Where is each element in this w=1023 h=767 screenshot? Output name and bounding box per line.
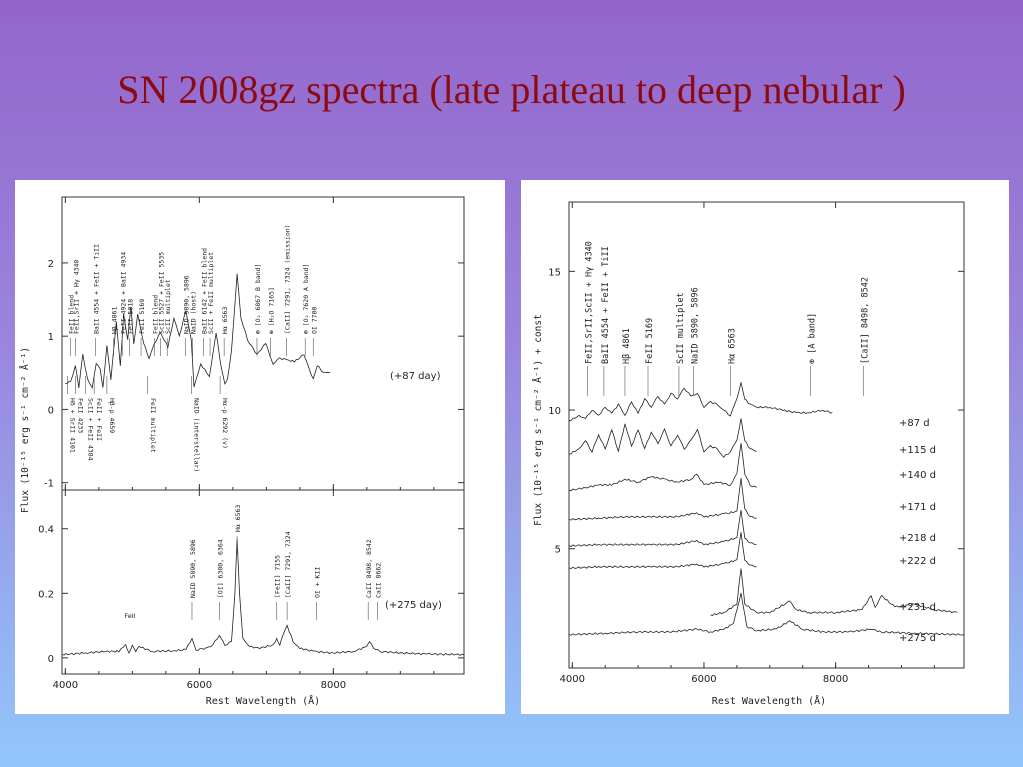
right-spectrum-line: [569, 382, 833, 422]
right-xtick-label: 8000: [823, 674, 848, 685]
bottom-annotation-label: NaID 5890, 5896: [189, 539, 197, 598]
bottom-annotation-label: Hα 6563: [234, 505, 242, 532]
bottom-annotation-label: [OI] 6300, 6364: [216, 539, 224, 598]
right-spectrum-line: [568, 443, 757, 492]
top-ylabel: Flux (10⁻¹⁵ erg s⁻¹ cm⁻² Å⁻¹): [19, 347, 31, 513]
bottom-annotation-label: [CaII] 7291, 7324: [284, 531, 292, 598]
bottom-ytick-label: 0.2: [38, 589, 54, 600]
right-xtick-label: 6000: [691, 674, 716, 685]
right-epoch-label: +222 d: [899, 556, 936, 567]
top-annotation-label: FeII + FeII: [95, 398, 103, 441]
top-annotation-label: FeII 4924 + BaII 4934: [119, 252, 127, 334]
top-ytick-label: -1: [44, 479, 54, 490]
bottom-xlabel: Rest Wavelength (Å): [206, 694, 320, 707]
right-ytick-label: 5: [555, 545, 561, 556]
right-annotation-label: FeII 5169: [645, 318, 655, 364]
top-annotation-label: BaII 6142 + FeII blend: [200, 248, 208, 334]
right-epoch-label: +87 d: [899, 418, 930, 429]
bottom-legend: (+275 day): [385, 600, 442, 611]
top-annotation-label: ⊕ [O₂ 7620 A band]: [302, 264, 310, 334]
bottom-xtick-label: 4000: [53, 680, 78, 691]
top-annotation-label: FeII 5018: [127, 299, 135, 334]
top-annotation-label: ScII multiplet: [164, 279, 172, 334]
right-annotation-label: NaID 5890, 5896: [690, 287, 700, 364]
top-annotation-label: OI 7700: [310, 307, 318, 334]
right-spectrum-line: [568, 532, 757, 570]
right-spectrum-line: [569, 418, 757, 458]
top-annotation-label: ScII + FeII multiplet: [207, 252, 215, 334]
bottom-annotation-label: FeII: [124, 612, 135, 620]
right-ytick-label: 10: [548, 406, 561, 417]
top-annotation-label: FeII 4233: [76, 398, 84, 433]
top-annotation-label: ScII + FeII 4384: [86, 398, 94, 461]
top-annotation-label: BaII 4554 + FeII + TiII: [93, 244, 101, 334]
top-ytick-label: 0: [48, 405, 54, 416]
right-epoch-label: +171 d: [899, 502, 936, 513]
top-annotation-label: ScII 5527 + FeII 5535: [157, 252, 165, 334]
right-xtick-label: 4000: [560, 674, 585, 685]
right-annotation-label: FeII,SrII,ScII + Hγ 4340: [584, 241, 594, 364]
top-annotation-label: NaID (interstellar): [192, 398, 200, 472]
bottom-annotation-label: CaII 8498, 8542: [365, 539, 373, 598]
top-annotation-label: NaID (host): [190, 291, 198, 334]
top-annotation-label: FeII blend: [68, 295, 76, 334]
right-epoch-label: +218 d: [899, 533, 936, 544]
bottom-annotation-label: OI + KII: [314, 567, 322, 598]
bottom-plot-frame: [61, 489, 465, 675]
top-annotation-label: ⊕ [O₂ 6867 B band]: [254, 264, 262, 334]
right-annotation-label: ⊕ [A band]: [808, 313, 818, 364]
right-annotation-label: ScII multiplet: [676, 292, 686, 364]
top-spectrum-line: [65, 273, 331, 389]
right-xlabel: Rest Wavelength (Å): [712, 694, 826, 707]
top-annotation-label: Hβ 4861: [111, 307, 119, 334]
bottom-xtick-label: 8000: [321, 680, 346, 691]
left-chart-panel: 2 1 0 -1 0.4 0.2 0 4000 6000 8000 Flux (10⁻¹⁵ erg …: [15, 180, 505, 714]
right-epoch-label: +115 d: [899, 445, 936, 456]
right-epoch-label: +231 d: [899, 602, 936, 613]
top-ytick-label: 2: [48, 259, 54, 270]
bottom-ytick-label: 0.4: [38, 525, 54, 536]
right-ytick-label: 15: [548, 267, 561, 278]
top-annotation-label: Hα-p 6292 (v): [221, 398, 229, 449]
bottom-annotation-label: [FeII] 7155: [274, 555, 282, 598]
top-annotation-label: NaID 5890, 5896: [182, 275, 190, 334]
right-epoch-label: +275 d: [899, 633, 936, 644]
top-annotation-label: Hβ-p 4659: [108, 398, 116, 433]
top-legend: (+87 day): [390, 371, 441, 382]
right-annotation-label: Hα 6563: [727, 328, 737, 364]
right-spectrum-line: [710, 568, 958, 617]
bottom-xtick-label: 6000: [187, 680, 212, 691]
top-annotation-label: FeII blend: [151, 295, 159, 334]
top-annotation-label: ⊕ [H₂O 7165]: [267, 287, 275, 334]
bottom-annotation-label: CaII 8662: [375, 563, 383, 598]
right-annotation-label: BaII 4554 + FeII + TiII: [601, 246, 611, 364]
right-spectrum-line: [568, 592, 965, 636]
right-annotation-label: [CaII] 8498, 8542: [860, 277, 870, 364]
bottom-ytick-label: 0: [48, 654, 54, 665]
right-epoch-label: +140 d: [899, 470, 936, 481]
top-ytick-label: 1: [48, 332, 54, 343]
top-annotation-label: FeII multiplet: [149, 398, 157, 453]
bottom-spectrum-line: [61, 538, 465, 656]
left-chart: 2 1 0 -1 0.4 0.2 0 4000 6000 8000 Flux (10⁻¹⁵ erg …: [19, 196, 465, 707]
right-plot-frame: [568, 201, 965, 669]
top-annotation-label: [CaII] 7291, 7324 (emission): [283, 224, 291, 334]
top-annotation-label: FeII 5169: [138, 299, 146, 334]
right-annotation-label: Hβ 4861: [622, 328, 632, 364]
top-annotation-label: Hδ + SrII 4101: [68, 398, 76, 453]
right-chart: 15 10 5 4000 6000 8000 Rest Wavelength (Å) Flux…: [532, 201, 965, 707]
slide-title: SN 2008gz spectra (late plateau to deep …: [117, 67, 906, 112]
top-annotation-label: Hα 6563: [221, 307, 229, 334]
right-chart-panel: 15 10 5 4000 6000 8000 Rest Wavelength (Å) Flux…: [521, 180, 1009, 714]
right-ylabel: Flux (10⁻¹⁵ erg s⁻¹ cm⁻² Å⁻¹) + const: [532, 314, 544, 526]
right-spectrum-line: [568, 478, 757, 521]
right-spectrum-line: [568, 509, 757, 547]
top-annotation-label: FeII,SrII + Hγ 4340: [72, 260, 80, 334]
